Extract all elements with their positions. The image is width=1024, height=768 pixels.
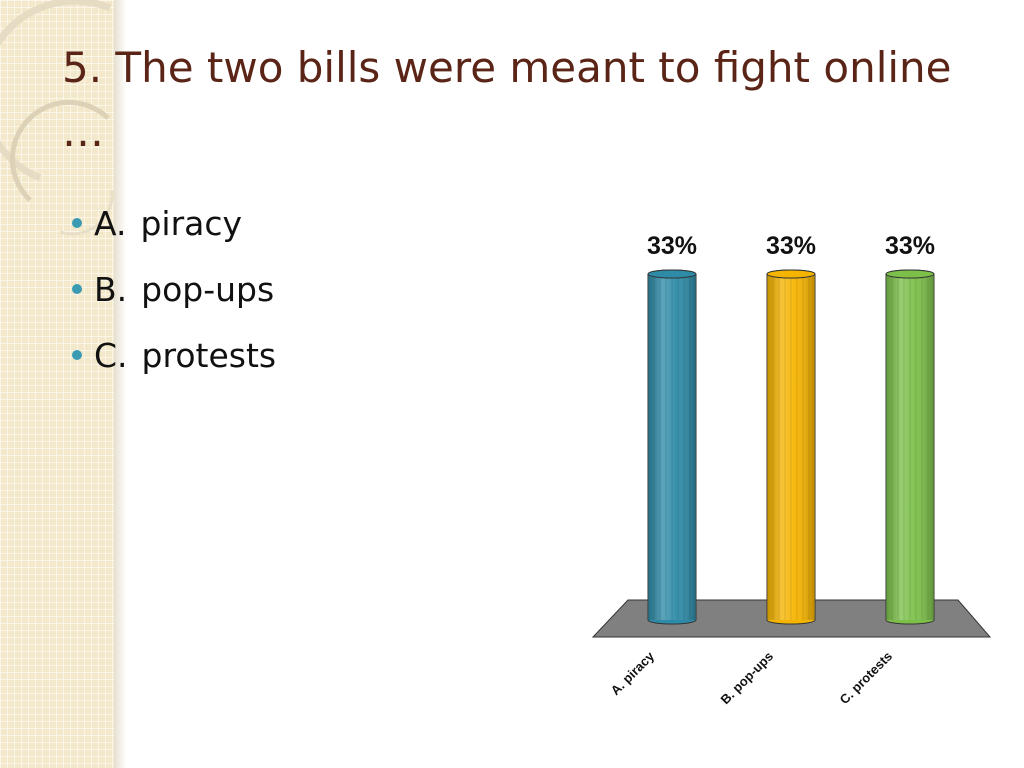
answer-options: A. piracy B. pop-ups C. protests bbox=[72, 190, 276, 388]
option-key: C. bbox=[94, 335, 128, 375]
decorative-swirl bbox=[0, 0, 114, 236]
category-tick-label: B. pop-ups bbox=[718, 649, 777, 708]
option-key: B. bbox=[94, 269, 128, 309]
bar-1 bbox=[647, 269, 697, 625]
bullet-icon bbox=[72, 284, 82, 294]
bar-2 bbox=[766, 269, 816, 625]
bullet-icon bbox=[72, 350, 82, 360]
bar-3 bbox=[885, 269, 935, 625]
option-label: piracy bbox=[140, 203, 243, 243]
option-b: B. pop-ups bbox=[72, 256, 276, 322]
category-tick-label: C. protests bbox=[836, 649, 895, 708]
option-label: pop-ups bbox=[141, 269, 275, 309]
poll-bar-chart: 33% A. piracy 33% B. pop-ups 33% C. protests bbox=[591, 232, 992, 708]
slide-title: 5. The two bills were meant to fight onl… bbox=[62, 43, 952, 156]
data-label: 33% bbox=[647, 232, 697, 260]
option-key: A. bbox=[94, 203, 127, 243]
sidebar-shadow bbox=[114, 0, 126, 768]
option-a: A. piracy bbox=[72, 190, 276, 256]
option-c: C. protests bbox=[72, 322, 276, 388]
bullet-icon bbox=[72, 218, 82, 228]
data-label: 33% bbox=[885, 232, 935, 260]
data-label: 33% bbox=[766, 232, 816, 260]
option-label: protests bbox=[141, 335, 277, 375]
category-tick-label: A. piracy bbox=[608, 648, 658, 698]
